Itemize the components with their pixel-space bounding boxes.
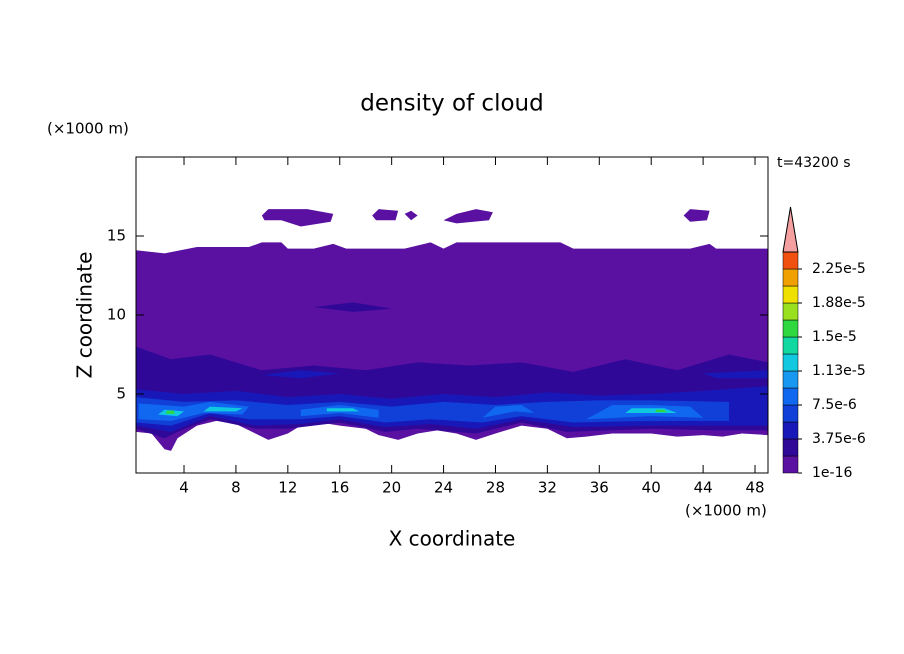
x-tick-label: 20 bbox=[382, 479, 401, 497]
x-tick-label: 8 bbox=[231, 479, 241, 497]
colorbar-band bbox=[782, 353, 799, 372]
colorbar-band bbox=[782, 251, 799, 270]
contour-region bbox=[261, 370, 340, 379]
colorbar-band bbox=[782, 387, 799, 406]
colorbar-label: 1.88e-5 bbox=[812, 295, 866, 311]
x-tick-label: 48 bbox=[745, 479, 764, 497]
x-tick-label: 12 bbox=[278, 479, 297, 497]
contour-region bbox=[313, 302, 392, 312]
colorbar-label: 7.5e-6 bbox=[812, 397, 857, 413]
x-tick-label: 16 bbox=[330, 479, 349, 497]
contour-region bbox=[136, 397, 730, 426]
colorbar-label: 1e-16 bbox=[812, 465, 852, 481]
contour-region bbox=[703, 370, 768, 379]
contour-region bbox=[165, 410, 175, 414]
contour-region bbox=[372, 209, 399, 221]
x-tick-label: 28 bbox=[486, 479, 505, 497]
x-tick-label: 24 bbox=[434, 479, 453, 497]
colorbar-band bbox=[782, 285, 799, 304]
colorbar-band bbox=[782, 421, 799, 440]
x-axis-label: X coordinate bbox=[389, 527, 516, 551]
colorbar-over bbox=[782, 206, 799, 253]
colorbar-band bbox=[782, 370, 799, 389]
x-tick-label: 36 bbox=[590, 479, 609, 497]
contour-region bbox=[443, 209, 493, 224]
x-tick-label: 32 bbox=[538, 479, 557, 497]
colorbar-band bbox=[782, 302, 799, 321]
contour-field bbox=[136, 209, 768, 451]
x-tick-label: 44 bbox=[694, 479, 713, 497]
x-tick-label: 40 bbox=[642, 479, 661, 497]
colorbar-label: 1.5e-5 bbox=[812, 329, 857, 345]
x-unit: (×1000 m) bbox=[685, 502, 767, 520]
contour-region bbox=[203, 406, 243, 412]
contour-region bbox=[683, 209, 710, 222]
contour-region bbox=[482, 405, 535, 418]
colorbar-band bbox=[782, 404, 799, 423]
colorbar-band bbox=[782, 336, 799, 355]
colorbar-band bbox=[782, 319, 799, 338]
x-tick-label: 4 bbox=[179, 479, 189, 497]
contour-region bbox=[326, 408, 360, 412]
chart-title: density of cloud bbox=[360, 91, 543, 117]
y-tick-label: 10 bbox=[107, 306, 126, 324]
contour-region bbox=[138, 401, 249, 421]
contour-region bbox=[261, 209, 334, 227]
y-unit: (×1000 m) bbox=[47, 120, 129, 138]
contour-region bbox=[655, 409, 667, 413]
colorbar-band bbox=[782, 268, 799, 287]
colorbar-label: 3.75e-6 bbox=[812, 431, 866, 447]
colorbar-label: 2.25e-5 bbox=[812, 261, 866, 277]
colorbar-band bbox=[782, 455, 799, 474]
colorbar-band bbox=[782, 438, 799, 457]
time-annotation: t=43200 s bbox=[777, 155, 851, 171]
colorbar-label: 1.13e-5 bbox=[812, 363, 866, 379]
y-axis-label: Z coordinate bbox=[73, 252, 97, 379]
y-tick-label: 5 bbox=[116, 385, 126, 403]
y-tick-label: 15 bbox=[107, 227, 126, 245]
contour-region bbox=[404, 210, 418, 221]
